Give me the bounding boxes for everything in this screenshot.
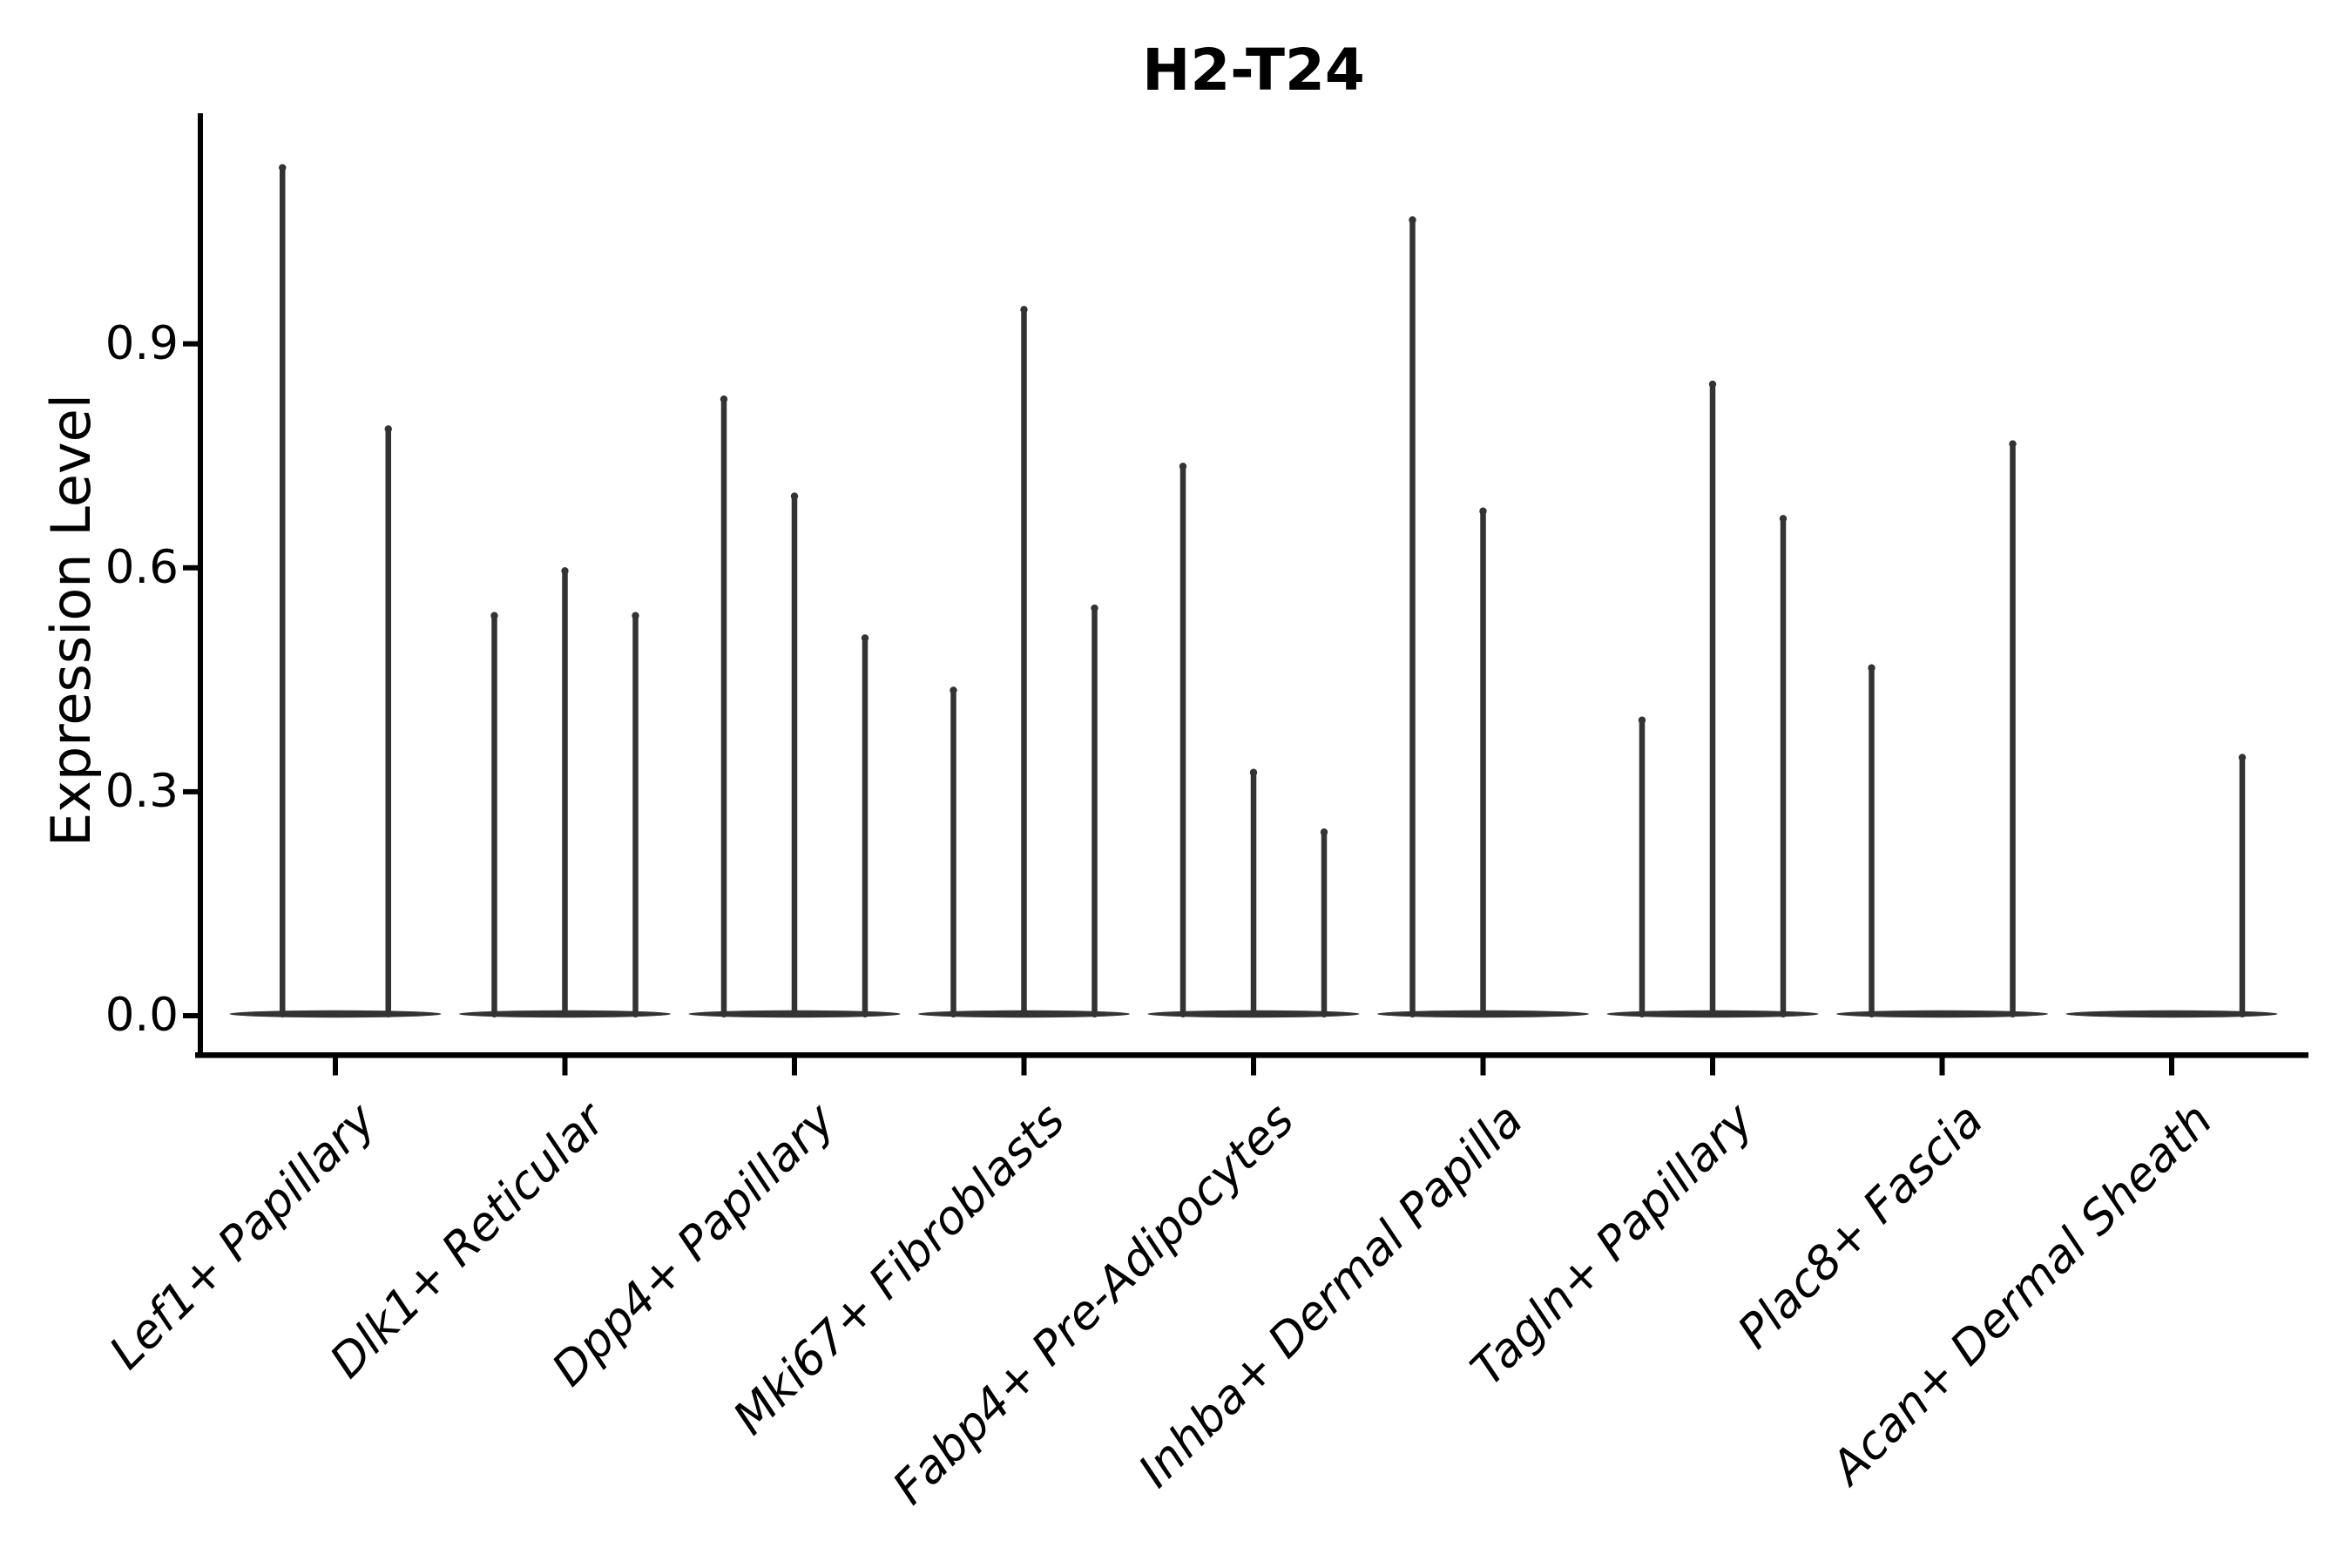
- violin-spike-tip: [279, 164, 287, 172]
- violin-spike-tip: [632, 612, 639, 619]
- violin-spike: [1480, 508, 1486, 1017]
- violin-spike: [1639, 717, 1646, 1017]
- violin-spike-tip: [720, 395, 728, 403]
- y-axis-label: Expression Level: [39, 394, 103, 847]
- violin-spike-tip: [1479, 507, 1487, 515]
- violin-spike-tip: [1779, 515, 1788, 523]
- violin-baseline: [229, 1010, 442, 1018]
- violin-spike-tip: [1249, 768, 1258, 776]
- violin-spike-tip: [950, 686, 957, 694]
- y-axis-spine: [198, 113, 203, 1058]
- violin-spike: [562, 567, 568, 1017]
- y-tick-mark: [183, 788, 198, 794]
- y-tick-mark: [183, 341, 198, 347]
- y-tick-label-0.0: 0.0: [105, 989, 179, 1042]
- violin-spike-tip: [1868, 664, 1876, 672]
- violin-baseline: [2065, 1010, 2278, 1018]
- violin-spike: [2239, 754, 2246, 1017]
- y-tick-label-0.3: 0.3: [105, 765, 179, 818]
- violin-spike-tip: [790, 492, 799, 500]
- violin-spike-tip: [1091, 604, 1098, 612]
- violin-spike: [1021, 306, 1027, 1018]
- x-tick-mark: [792, 1058, 797, 1076]
- chart-title: H2-T24: [1142, 37, 1365, 104]
- violin-spike: [632, 612, 639, 1017]
- violin-baseline: [1836, 1010, 2048, 1018]
- x-tick-mark: [1021, 1058, 1027, 1076]
- violin-spike-tip: [1708, 380, 1717, 389]
- violin-spike-tip: [2238, 754, 2247, 761]
- violin-spike: [2010, 441, 2016, 1017]
- violin-spike: [720, 395, 727, 1017]
- violin-spike: [950, 686, 956, 1017]
- violin-spike: [1321, 828, 1328, 1017]
- violin-spike: [1869, 665, 1875, 1017]
- violin-spike-tip: [1320, 828, 1328, 836]
- violin-spike: [1780, 515, 1787, 1017]
- y-tick-mark: [183, 564, 198, 571]
- violin-spike: [385, 425, 391, 1018]
- violin-spike: [1092, 605, 1098, 1017]
- violin-spike: [791, 493, 798, 1017]
- violin-spike: [280, 165, 286, 1017]
- violin-spike-tip: [861, 634, 869, 642]
- violin-spike-tip: [384, 425, 392, 433]
- violin-spike: [862, 634, 868, 1017]
- violin-spike-tip: [490, 612, 498, 619]
- violin-spike: [1250, 769, 1257, 1017]
- x-tick-mark: [1710, 1058, 1715, 1076]
- x-tick-mark: [1480, 1058, 1486, 1076]
- violin-spike-tip: [1179, 463, 1187, 470]
- y-tick-label-0.9: 0.9: [105, 317, 179, 370]
- violin-spike-tip: [1638, 716, 1646, 724]
- violin-spike: [491, 612, 497, 1017]
- violin-spike-tip: [561, 567, 569, 575]
- x-tick-mark: [2169, 1058, 2174, 1076]
- violin-spike-tip: [1409, 216, 1416, 224]
- x-tick-mark: [1251, 1058, 1256, 1076]
- violin-spike-tip: [1020, 306, 1028, 314]
- x-axis-spine: [195, 1052, 2308, 1058]
- y-tick-label-0.6: 0.6: [105, 541, 179, 594]
- x-tick-mark: [333, 1058, 338, 1076]
- violin-spike-tip: [2009, 440, 2017, 448]
- violin-spike: [1179, 463, 1186, 1017]
- violin-spike: [1409, 217, 1416, 1017]
- x-tick-mark: [562, 1058, 568, 1076]
- y-tick-mark: [183, 1013, 198, 1018]
- x-tick-mark: [1939, 1058, 1945, 1076]
- violin-spike: [1709, 381, 1716, 1017]
